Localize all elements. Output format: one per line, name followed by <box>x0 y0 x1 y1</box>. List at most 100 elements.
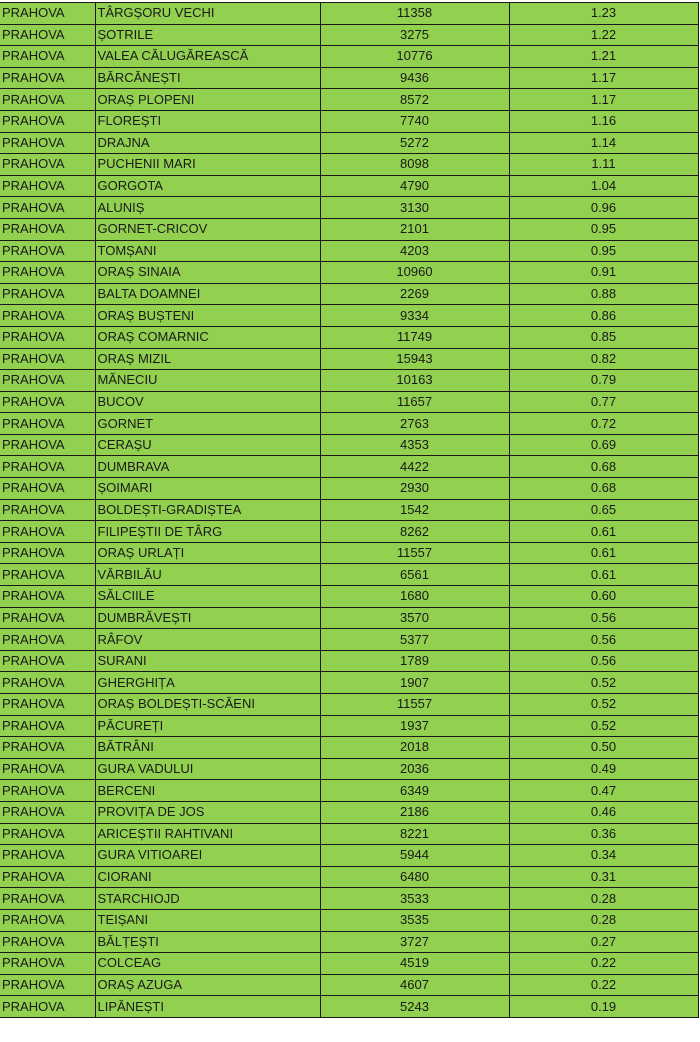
value-cell[interactable]: 0.86 <box>508 304 699 327</box>
value-cell[interactable]: 0.19 <box>508 995 699 1018</box>
value-cell[interactable]: 0.68 <box>508 455 699 479</box>
locality-cell[interactable]: DUMBRĂVEȘTI <box>94 606 321 630</box>
population-cell[interactable]: 8221 <box>319 822 510 846</box>
locality-cell[interactable]: CIORANI <box>94 865 321 889</box>
population-cell[interactable]: 3570 <box>319 606 510 630</box>
county-cell[interactable]: PRAHOVA <box>0 952 96 975</box>
population-cell[interactable]: 11657 <box>319 390 510 414</box>
value-cell[interactable]: 0.68 <box>508 477 699 500</box>
locality-cell[interactable]: TEIȘANI <box>94 908 321 932</box>
county-cell[interactable]: PRAHOVA <box>0 865 96 889</box>
county-cell[interactable]: PRAHOVA <box>0 196 96 219</box>
population-cell[interactable]: 1789 <box>319 649 510 673</box>
county-cell[interactable]: PRAHOVA <box>0 217 96 241</box>
locality-cell[interactable]: SĂLCIILE <box>94 585 321 608</box>
value-cell[interactable]: 0.96 <box>508 196 699 219</box>
locality-cell[interactable]: ȘOIMARI <box>94 477 321 500</box>
county-cell[interactable]: PRAHOVA <box>0 995 96 1018</box>
county-cell[interactable]: PRAHOVA <box>0 455 96 479</box>
value-cell[interactable]: 0.69 <box>508 433 699 457</box>
population-cell[interactable]: 4203 <box>319 239 510 263</box>
county-cell[interactable]: PRAHOVA <box>0 844 96 867</box>
county-cell[interactable]: PRAHOVA <box>0 412 96 435</box>
county-cell[interactable]: PRAHOVA <box>0 325 96 349</box>
county-cell[interactable]: PRAHOVA <box>0 887 96 910</box>
population-cell[interactable]: 2269 <box>319 282 510 306</box>
value-cell[interactable]: 0.88 <box>508 282 699 306</box>
population-cell[interactable]: 2763 <box>319 412 510 435</box>
county-cell[interactable]: PRAHOVA <box>0 261 96 284</box>
value-cell[interactable]: 0.31 <box>508 865 699 889</box>
locality-cell[interactable]: FILIPEȘTII DE TÂRG <box>94 520 321 543</box>
locality-cell[interactable]: BERCENI <box>94 779 321 802</box>
value-cell[interactable]: 0.82 <box>508 347 699 371</box>
locality-cell[interactable]: GHERGHIȚA <box>94 671 321 694</box>
value-cell[interactable]: 1.17 <box>508 88 699 111</box>
locality-cell[interactable]: COLCEAG <box>94 952 321 975</box>
locality-cell[interactable]: ORAȘ PLOPENI <box>94 88 321 111</box>
locality-cell[interactable]: ORAȘ MIZIL <box>94 347 321 371</box>
population-cell[interactable]: 4607 <box>319 973 510 997</box>
locality-cell[interactable]: STARCHIOJD <box>94 887 321 910</box>
value-cell[interactable]: 1.16 <box>508 109 699 133</box>
value-cell[interactable]: 0.22 <box>508 973 699 997</box>
county-cell[interactable]: PRAHOVA <box>0 23 96 47</box>
population-cell[interactable]: 4790 <box>319 174 510 198</box>
value-cell[interactable]: 1.04 <box>508 174 699 198</box>
value-cell[interactable]: 0.49 <box>508 757 699 781</box>
county-cell[interactable]: PRAHOVA <box>0 45 96 68</box>
population-cell[interactable]: 2018 <box>319 736 510 759</box>
value-cell[interactable]: 0.95 <box>508 217 699 241</box>
locality-cell[interactable]: BOLDEȘTI-GRADIȘTEA <box>94 498 321 522</box>
locality-cell[interactable]: GORNET-CRICOV <box>94 217 321 241</box>
value-cell[interactable]: 0.27 <box>508 930 699 954</box>
value-cell[interactable]: 1.17 <box>508 66 699 90</box>
population-cell[interactable]: 3535 <box>319 908 510 932</box>
county-cell[interactable]: PRAHOVA <box>0 520 96 543</box>
value-cell[interactable]: 0.56 <box>508 606 699 630</box>
value-cell[interactable]: 1.23 <box>508 2 699 25</box>
locality-cell[interactable]: ARICEȘTII RAHTIVANI <box>94 822 321 846</box>
locality-cell[interactable]: ȘOTRILE <box>94 23 321 47</box>
county-cell[interactable]: PRAHOVA <box>0 498 96 522</box>
locality-cell[interactable]: ORAȘ BUȘTENI <box>94 304 321 327</box>
value-cell[interactable]: 0.46 <box>508 800 699 824</box>
value-cell[interactable]: 0.56 <box>508 649 699 673</box>
county-cell[interactable]: PRAHOVA <box>0 369 96 392</box>
locality-cell[interactable]: LIPĂNEȘTI <box>94 995 321 1018</box>
county-cell[interactable]: PRAHOVA <box>0 822 96 846</box>
locality-cell[interactable]: SURANI <box>94 649 321 673</box>
county-cell[interactable]: PRAHOVA <box>0 757 96 781</box>
locality-cell[interactable]: BĂTRÂNI <box>94 736 321 759</box>
county-cell[interactable]: PRAHOVA <box>0 477 96 500</box>
population-cell[interactable]: 5243 <box>319 995 510 1018</box>
locality-cell[interactable]: ALUNIȘ <box>94 196 321 219</box>
population-cell[interactable]: 2930 <box>319 477 510 500</box>
value-cell[interactable]: 0.77 <box>508 390 699 414</box>
locality-cell[interactable]: TOMȘANI <box>94 239 321 263</box>
county-cell[interactable]: PRAHOVA <box>0 88 96 111</box>
county-cell[interactable]: PRAHOVA <box>0 541 96 565</box>
population-cell[interactable]: 5944 <box>319 844 510 867</box>
value-cell[interactable]: 0.36 <box>508 822 699 846</box>
value-cell[interactable]: 0.52 <box>508 693 699 716</box>
county-cell[interactable]: PRAHOVA <box>0 714 96 738</box>
locality-cell[interactable]: CERAȘU <box>94 433 321 457</box>
county-cell[interactable]: PRAHOVA <box>0 174 96 198</box>
value-cell[interactable]: 0.28 <box>508 887 699 910</box>
population-cell[interactable]: 4422 <box>319 455 510 479</box>
locality-cell[interactable]: ORAȘ COMARNIC <box>94 325 321 349</box>
locality-cell[interactable]: MĂNECIU <box>94 369 321 392</box>
value-cell[interactable]: 0.61 <box>508 520 699 543</box>
population-cell[interactable]: 4519 <box>319 952 510 975</box>
value-cell[interactable]: 0.56 <box>508 628 699 651</box>
locality-cell[interactable]: VALEA CĂLUGĂREASCĂ <box>94 45 321 68</box>
locality-cell[interactable]: BĂLȚEȘTI <box>94 930 321 954</box>
population-cell[interactable]: 1680 <box>319 585 510 608</box>
population-cell[interactable]: 15943 <box>319 347 510 371</box>
value-cell[interactable]: 0.95 <box>508 239 699 263</box>
locality-cell[interactable]: PUCHENII MARI <box>94 153 321 176</box>
population-cell[interactable]: 1542 <box>319 498 510 522</box>
value-cell[interactable]: 0.85 <box>508 325 699 349</box>
county-cell[interactable]: PRAHOVA <box>0 973 96 997</box>
